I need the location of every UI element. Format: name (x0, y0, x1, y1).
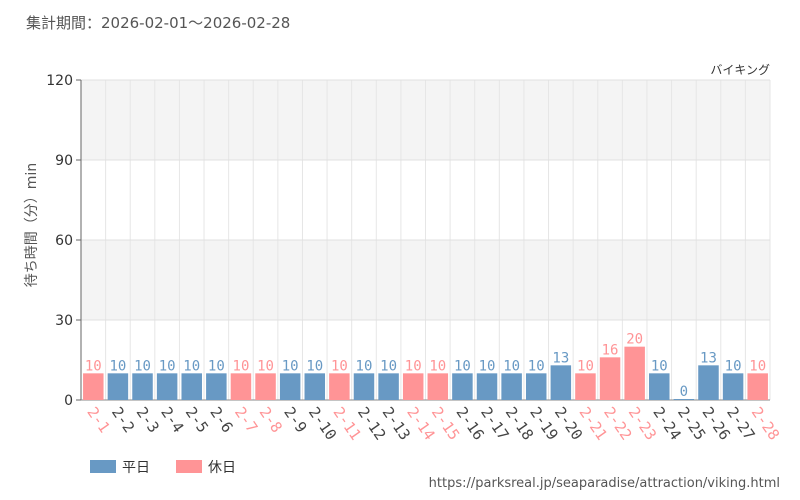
data-label-2-6: 10 (208, 358, 225, 374)
period-label: 集計期間：2026-02-01～2026-02-28 (26, 14, 290, 32)
data-label-2-24: 10 (651, 358, 668, 374)
x-tick-label-2-3: 2-3 (133, 404, 163, 437)
x-tick-label-2-6: 2-6 (206, 404, 236, 437)
bar-2-13 (378, 373, 399, 400)
data-labels: 10 10 10 10 10 10 10 10 10 10 10 10 10 10 10 10 10 10 10 13… (85, 332, 766, 400)
bar-2-9 (279, 373, 301, 400)
data-label-2-27: 10 (725, 358, 742, 374)
bar-2-3 (132, 373, 153, 400)
data-label-2-9: 10 (282, 358, 299, 374)
bar-2-17 (476, 373, 498, 400)
bar-2-23 (624, 346, 645, 400)
data-label-2-20: 13 (552, 350, 569, 366)
data-label-2-8: 10 (257, 358, 274, 374)
data-label-2-18: 10 (503, 358, 520, 374)
data-label-2-14: 10 (405, 358, 422, 374)
data-label-2-15: 10 (429, 358, 446, 374)
bar-2-20 (550, 365, 572, 400)
bar-2-2 (107, 373, 129, 400)
x-tick-label-2-8: 2-8 (256, 404, 286, 437)
bar-2-14 (402, 373, 424, 400)
data-label-2-7: 10 (233, 358, 250, 374)
legend-swatch-holiday (176, 460, 202, 473)
bar-series (83, 346, 768, 400)
data-label-2-10: 10 (306, 358, 323, 374)
bar-2-6 (206, 373, 227, 400)
source-url: https://parksreal.jp/seaparadise/attract… (429, 476, 780, 491)
series-name-label: バイキング (710, 63, 770, 77)
legend-swatch-weekday (90, 460, 116, 473)
legend: 平日 休日 (90, 460, 236, 476)
data-label-2-19: 10 (528, 358, 545, 374)
bar-2-1 (83, 373, 104, 400)
x-tick-label-2-28: 2-28 (748, 404, 783, 444)
bar-2-24 (649, 373, 670, 400)
x-axis-ticks: 2-12-22-32-42-52-62-72-82-92-102-112-122… (83, 404, 783, 444)
x-tick-label-2-1: 2-1 (83, 404, 113, 437)
bar-2-11 (329, 373, 350, 400)
bar-2-5 (181, 373, 202, 400)
data-label-2-23: 20 (626, 332, 643, 348)
x-tick-label-2-7: 2-7 (231, 404, 261, 437)
x-tick-label-2-4: 2-4 (157, 404, 187, 437)
bar-2-4 (156, 373, 178, 400)
data-label-2-2: 10 (109, 358, 126, 374)
x-tick-label-2-2: 2-2 (108, 404, 138, 437)
bar-2-7 (230, 373, 252, 400)
x-tick-label-2-9: 2-9 (280, 404, 310, 437)
y-tick-label: 90 (55, 153, 73, 169)
bar-2-16 (452, 373, 473, 400)
bar-2-22 (599, 357, 621, 400)
bar-2-18 (501, 373, 522, 400)
data-label-2-5: 10 (183, 358, 200, 374)
legend-label-holiday: 休日 (208, 460, 236, 476)
bar-2-21 (575, 373, 596, 400)
x-tick-label-2-5: 2-5 (182, 404, 212, 437)
data-label-2-4: 10 (159, 358, 176, 374)
data-label-2-28: 10 (749, 358, 766, 374)
data-label-2-22: 16 (602, 342, 619, 358)
bar-2-12 (353, 373, 375, 400)
data-label-2-13: 10 (380, 358, 397, 374)
data-label-2-25: 0 (680, 384, 688, 400)
bar-2-27 (722, 373, 744, 400)
bar-2-26 (698, 365, 719, 400)
bar-2-8 (255, 373, 276, 400)
y-tick-label: 0 (64, 393, 73, 409)
data-label-2-12: 10 (356, 358, 373, 374)
data-label-2-21: 10 (577, 358, 594, 374)
y-tick-label: 30 (55, 313, 73, 329)
bar-2-28 (747, 373, 768, 400)
y-tick-label: 120 (46, 73, 73, 89)
y-tick-label: 60 (55, 233, 73, 249)
data-label-2-3: 10 (134, 358, 151, 374)
data-label-2-16: 10 (454, 358, 471, 374)
bar-2-25 (673, 399, 695, 400)
bar-2-19 (525, 373, 547, 400)
legend-label-weekday: 平日 (122, 460, 150, 476)
data-label-2-17: 10 (479, 358, 496, 374)
data-label-2-1: 10 (85, 358, 102, 374)
bar-2-15 (427, 373, 449, 400)
data-label-2-26: 13 (700, 350, 717, 366)
data-label-2-11: 10 (331, 358, 348, 374)
bar-2-10 (304, 373, 326, 400)
y-axis-title: 待ち時間（分）min (24, 163, 40, 287)
